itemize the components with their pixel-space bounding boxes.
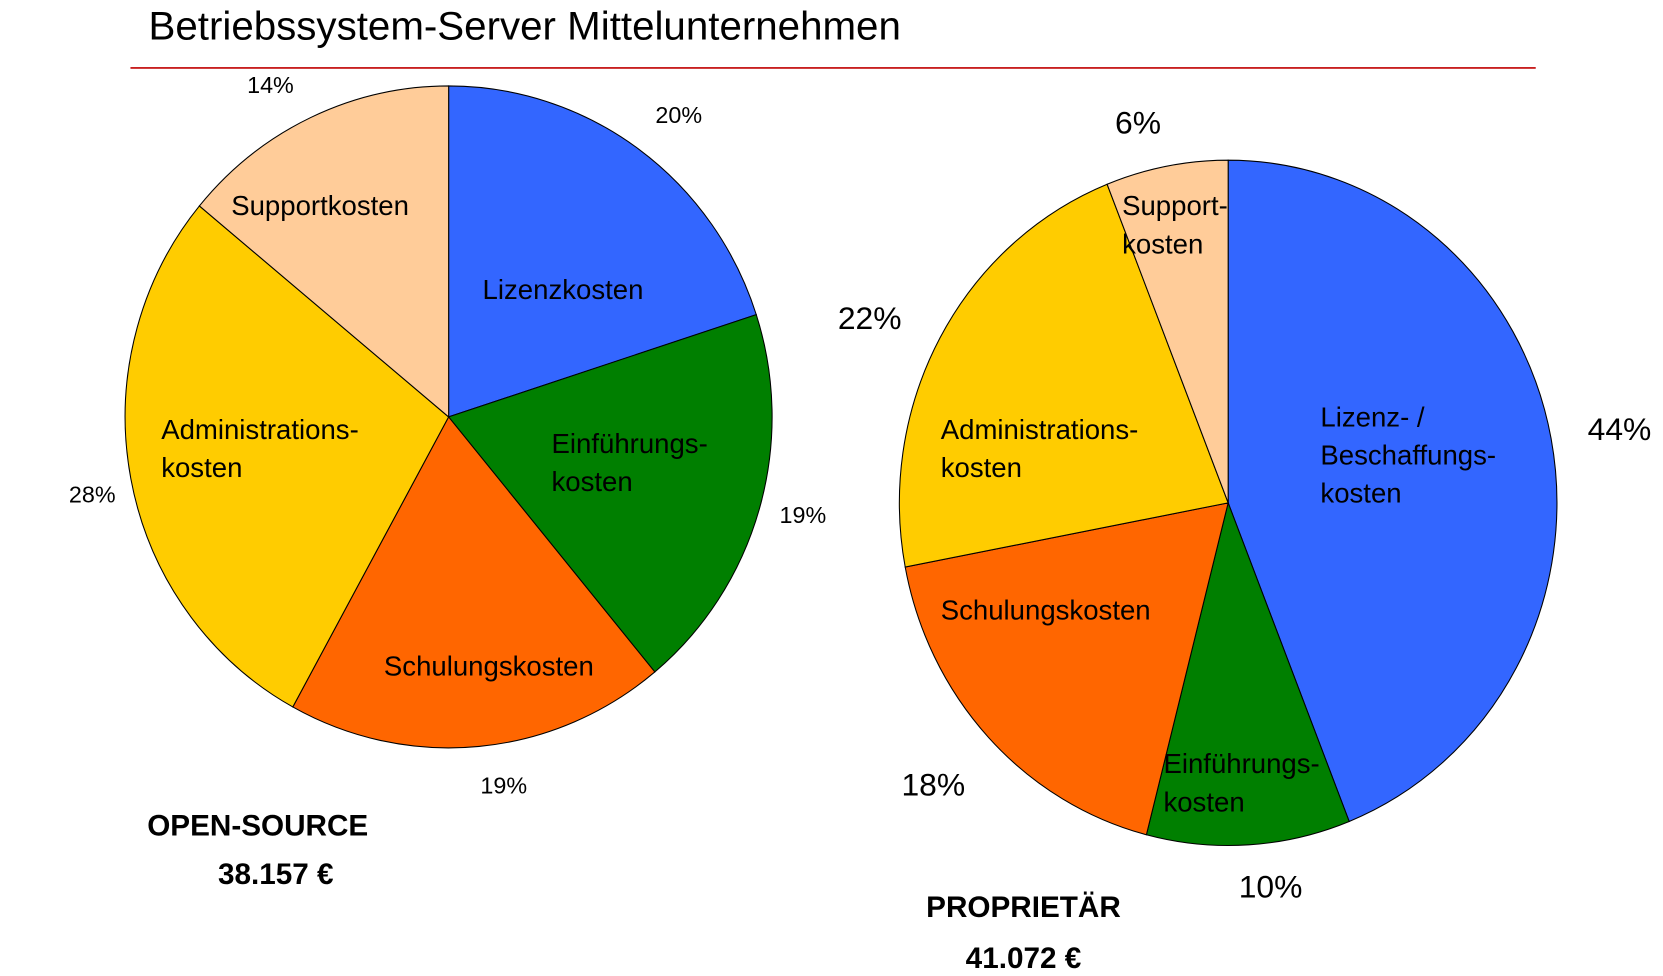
pie-slice xyxy=(1106,159,1229,504)
percent-label: 6% xyxy=(1115,105,1161,141)
slice-label: kosten xyxy=(1163,786,1244,817)
percent-label: 14% xyxy=(247,72,294,98)
slice-label: kosten xyxy=(161,452,242,483)
pie-slice xyxy=(1145,501,1350,846)
slice-label: Schulungskosten xyxy=(941,594,1151,625)
pie-slice xyxy=(198,85,450,419)
pie-title: OPEN-SOURCE xyxy=(147,809,368,842)
percent-label: 22% xyxy=(838,300,902,336)
pie-slice xyxy=(447,313,773,673)
pie-slice xyxy=(292,415,656,749)
slice-label: kosten xyxy=(1122,228,1203,259)
slice-label: kosten xyxy=(941,452,1022,483)
pie-title: PROPRIETÄR xyxy=(926,891,1121,924)
slice-label: Einführungs- xyxy=(1163,748,1319,779)
slice-label: Administrations- xyxy=(161,414,359,445)
slice-label: Einführungs- xyxy=(552,428,708,459)
percent-label: 19% xyxy=(780,502,827,528)
slice-label: Lizenzkosten xyxy=(483,274,644,305)
percent-label: 18% xyxy=(901,767,965,803)
pie-slice xyxy=(904,502,1229,836)
pie-slice xyxy=(1227,159,1558,823)
slice-label: Schulungskosten xyxy=(384,651,594,682)
slice-label: kosten xyxy=(1320,478,1401,509)
pie-slice xyxy=(124,205,450,708)
slice-label: Support- xyxy=(1122,190,1228,221)
slice-label: Supportkosten xyxy=(231,190,409,221)
slice-label: Lizenz- / xyxy=(1320,401,1424,432)
percent-label: 19% xyxy=(480,772,527,798)
pie-slice xyxy=(448,85,757,418)
slice-label: Beschaffungs- xyxy=(1320,440,1496,471)
percent-label: 20% xyxy=(655,102,702,128)
pie-caption: 38.157 € xyxy=(218,858,334,891)
slice-label: Administrations- xyxy=(941,414,1139,445)
pie-caption: 41.072 € xyxy=(966,942,1082,975)
percent-label: 44% xyxy=(1588,411,1652,447)
percent-label: 28% xyxy=(69,482,116,508)
pie-slice xyxy=(898,183,1229,568)
page-title: Betriebssystem-Server Mittelunternehmen xyxy=(148,3,900,48)
percent-label: 10% xyxy=(1239,868,1303,904)
slice-label: kosten xyxy=(552,466,633,497)
